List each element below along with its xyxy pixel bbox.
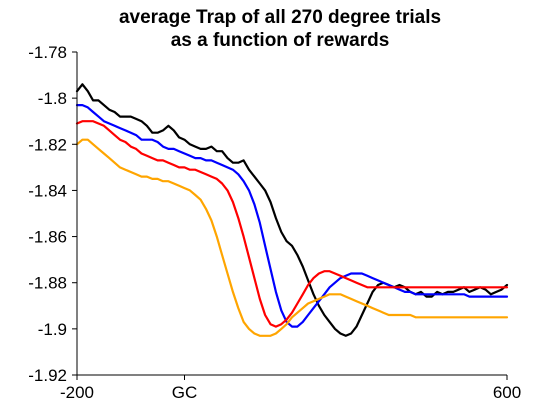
y-tick-label-5: -1.88 <box>28 274 67 293</box>
y-tick-label-4: -1.86 <box>28 228 67 247</box>
chart-title-line-1: average Trap of all 270 degree trials <box>118 7 442 28</box>
x-tick-label-1: GC <box>172 383 198 402</box>
y-tick-label-6: -1.9 <box>38 320 67 339</box>
y-tick-label-7: -1.92 <box>28 366 67 385</box>
series-layer <box>75 83 509 337</box>
chart-title-line-2: as a function of rewards <box>170 30 390 51</box>
y-tick-label-3: -1.84 <box>28 181 67 200</box>
chart-title: average Trap of all 270 degree trials as… <box>0 6 560 52</box>
series-line-2 <box>75 104 509 328</box>
series-line-3 <box>75 120 509 328</box>
y-tick-label-2: -1.82 <box>28 135 67 154</box>
axes-layer: -1.78 -1.8 -1.82 -1.84 -1.86 -1.88 -1.9 -1.92-2… <box>28 43 521 402</box>
y-tick-label-1: -1.8 <box>38 89 67 108</box>
series-line-4 <box>75 138 509 337</box>
series-line-1 <box>75 83 509 337</box>
x-tick-label-0: -200 <box>60 383 94 402</box>
y-tick-label-0: -1.78 <box>28 43 67 62</box>
x-tick-label-2: 600 <box>493 383 521 402</box>
